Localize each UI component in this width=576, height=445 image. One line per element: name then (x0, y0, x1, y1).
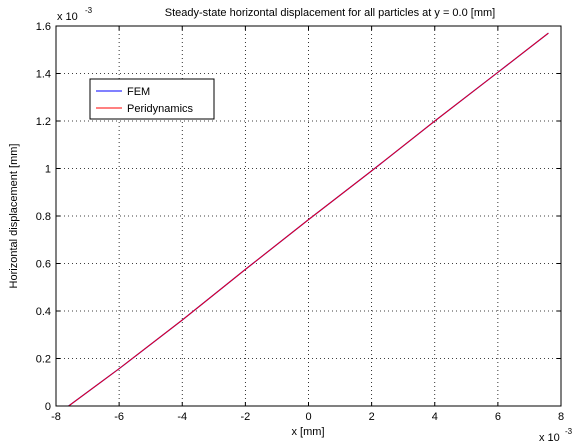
x-tick-label: 8 (558, 411, 564, 423)
y-tick-label: 1 (45, 164, 51, 176)
tick-layer: -8 -6 -4 -2 0 2 4 6 8 0 0.2 0.4 0.6 0.8 1 1.2 1.4 1.6 (36, 21, 564, 423)
svg-text:-3: -3 (85, 6, 93, 15)
x-multiplier: x 10 -3 (539, 427, 573, 444)
svg-text:-3: -3 (565, 427, 573, 436)
y-tick-label: 0.8 (36, 211, 51, 223)
svg-text:x 10: x 10 (57, 11, 78, 23)
x-tick-label: -8 (51, 411, 61, 423)
x-tick-label: -4 (177, 411, 187, 423)
legend-box (89, 78, 215, 120)
y-tick-label: 1.2 (36, 116, 51, 128)
legend-label-peridynamics: Peridynamics (127, 103, 194, 115)
y-multiplier: x 10 -3 (57, 6, 93, 23)
series-layer (68, 32, 549, 407)
legend-label-fem: FEM (127, 86, 150, 98)
y-tick-label: 0.6 (36, 259, 51, 271)
y-tick-label: 0 (45, 401, 51, 413)
chart-title: Steady-state horizontal displacement for… (165, 7, 495, 19)
x-axis-label: x [mm] (292, 426, 325, 438)
y-tick-label: 0.4 (36, 306, 51, 318)
legend: FEM Peridynamics (89, 78, 215, 120)
series-line-peridynamics (68, 32, 549, 407)
x-tick-label: -6 (114, 411, 124, 423)
y-tick-label: 0.2 (36, 354, 51, 366)
y-tick-label: 1.6 (36, 21, 51, 33)
x-tick-label: -2 (240, 411, 250, 423)
x-tick-label: 2 (369, 411, 375, 423)
y-tick-label: 1.4 (36, 69, 51, 81)
svg-text:x 10: x 10 (539, 432, 560, 444)
grid-layer (56, 26, 561, 406)
x-tick-label: 6 (495, 411, 501, 423)
x-tick-label: 4 (432, 411, 438, 423)
y-axis-label: Horizontal displacement [mm] (8, 144, 20, 289)
x-tick-label: 0 (305, 411, 311, 423)
